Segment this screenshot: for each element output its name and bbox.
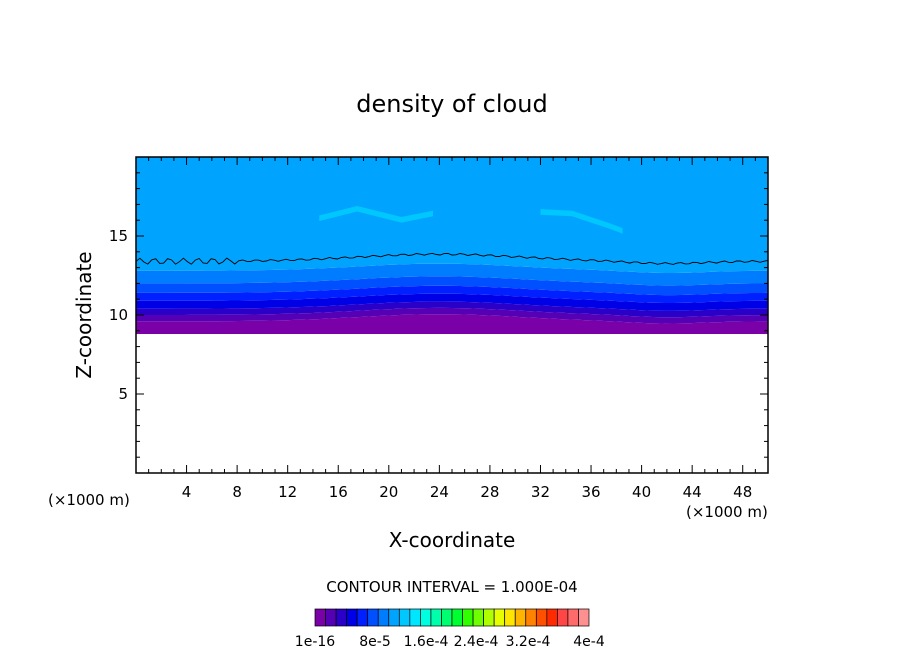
colorbar-swatch (493, 608, 506, 627)
x-axis-ticks: 4 8 12 16 20 24 28 32 36 40 44 48 (148, 157, 756, 501)
colorbar-swatch (557, 608, 569, 627)
density-layer (136, 307, 768, 324)
x-unit-left: (×1000 m) (48, 491, 130, 509)
colorbar-swatch (472, 608, 484, 627)
density-layer (136, 293, 768, 311)
colorbar-swatch (377, 608, 390, 627)
x-tick-label: 36 (581, 483, 600, 501)
colorbar-swatch (367, 608, 379, 627)
colorbar-swatch (483, 608, 495, 627)
colorbar-swatch (430, 608, 442, 627)
colorbar-swatch (356, 608, 369, 627)
colorbar-swatch (514, 608, 527, 627)
colorbar-swatch (535, 608, 548, 627)
plot-area (135, 157, 769, 334)
density-layer (136, 285, 768, 303)
y-tick-label: 10 (109, 306, 128, 324)
x-tick-label: 32 (531, 483, 550, 501)
x-tick-label: 48 (733, 483, 752, 501)
x-tick-label: 40 (632, 483, 651, 501)
colorbar-label: 8e-5 (359, 634, 390, 650)
colorbar-swatch (314, 608, 326, 627)
density-patch (540, 209, 623, 234)
x-tick-label: 28 (480, 483, 499, 501)
y-axis-label: Z-coordinate (72, 251, 96, 378)
colorbar-swatch (441, 608, 453, 627)
density-patch (319, 206, 433, 223)
colorbar-swatch (525, 608, 537, 627)
x-tick-label: 12 (278, 483, 297, 501)
colorbar-label: 1e-16 (295, 634, 335, 650)
x-tick-label: 20 (379, 483, 398, 501)
colorbar-swatch (346, 608, 358, 627)
x-unit-right: (×1000 m) (686, 503, 768, 521)
y-tick-label: 15 (109, 227, 128, 245)
density-layer (136, 301, 768, 318)
x-tick-label: 8 (232, 483, 242, 501)
colorbar-label: 2.4e-4 (454, 634, 499, 650)
density-layer (136, 276, 768, 296)
contour-line (135, 252, 769, 265)
colorbar-swatch (504, 608, 516, 627)
x-axis-label: X-coordinate (389, 528, 516, 552)
colorbar-label: 4e-4 (573, 634, 605, 650)
colorbar-swatch (567, 608, 579, 627)
colorbar-swatch (335, 608, 347, 627)
colorbar-swatch (409, 608, 421, 627)
density-layer (136, 314, 768, 334)
y-axis-ticks: 5 10 15 (109, 172, 768, 458)
colorbar-swatch (451, 608, 463, 627)
chart-title: density of cloud (356, 90, 547, 118)
density-layer (136, 263, 768, 286)
colorbar-swatch (398, 608, 411, 627)
colorbar (314, 608, 590, 627)
colorbar-swatch (546, 608, 558, 627)
x-tick-label: 16 (329, 483, 348, 501)
density-layer (136, 157, 768, 273)
colorbar-swatch (420, 608, 432, 627)
x-tick-label: 24 (430, 483, 449, 501)
colorbar-swatch (578, 608, 590, 627)
colorbar-labels: 1e-16 8e-5 1.6e-4 2.4e-4 3.2e-4 4e-4 (295, 634, 605, 650)
colorbar-swatch (462, 608, 474, 627)
colorbar-swatch (388, 608, 400, 627)
colorbar-label: 1.6e-4 (404, 634, 449, 650)
contour-interval-label: CONTOUR INTERVAL = 1.000E-04 (326, 578, 577, 596)
colorbar-label: 3.2e-4 (506, 634, 551, 650)
x-tick-label: 4 (182, 483, 192, 501)
y-tick-label: 5 (118, 385, 128, 403)
x-tick-label: 44 (683, 483, 702, 501)
colorbar-swatch (325, 608, 337, 627)
